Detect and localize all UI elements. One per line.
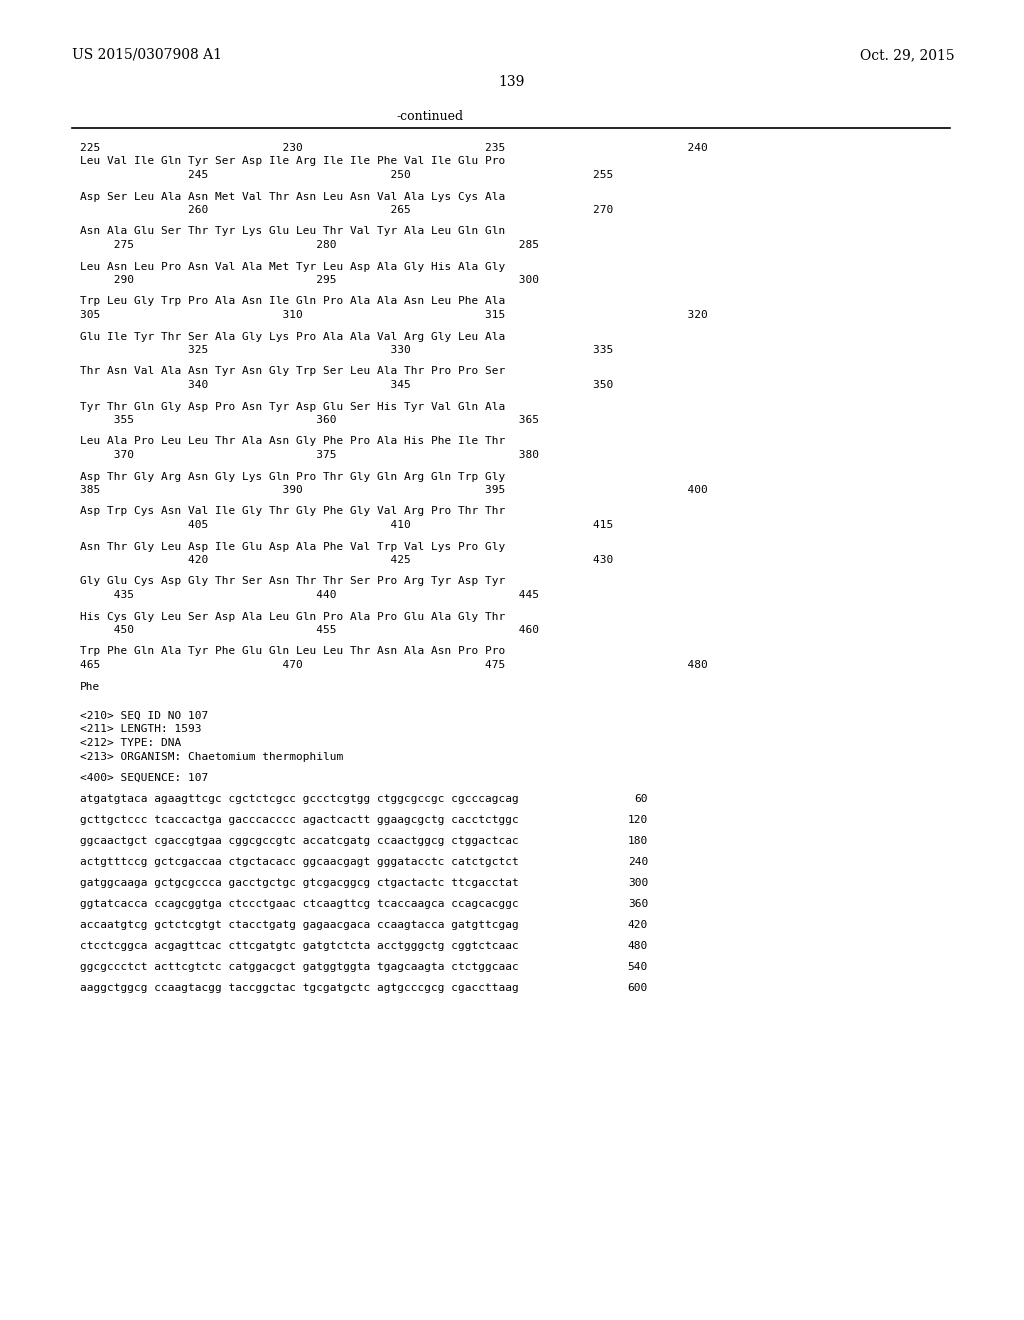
- Text: 360: 360: [628, 899, 648, 909]
- Text: gcttgctccc tcaccactga gacccacccc agactcactt ggaagcgctg cacctctggc: gcttgctccc tcaccactga gacccacccc agactca…: [80, 816, 519, 825]
- Text: <210> SEQ ID NO 107: <210> SEQ ID NO 107: [80, 711, 208, 721]
- Text: 600: 600: [628, 983, 648, 993]
- Text: Trp Leu Gly Trp Pro Ala Asn Ile Gln Pro Ala Ala Asn Leu Phe Ala: Trp Leu Gly Trp Pro Ala Asn Ile Gln Pro …: [80, 297, 505, 306]
- Text: 540: 540: [628, 962, 648, 972]
- Text: 275                           280                           285: 275 280 285: [80, 240, 539, 249]
- Text: 60: 60: [635, 795, 648, 804]
- Text: <212> TYPE: DNA: <212> TYPE: DNA: [80, 738, 181, 748]
- Text: 465                           470                           475                 : 465 470 475: [80, 660, 708, 671]
- Text: ggtatcacca ccagcggtga ctccctgaac ctcaagttcg tcaccaagca ccagcacggc: ggtatcacca ccagcggtga ctccctgaac ctcaagt…: [80, 899, 519, 909]
- Text: 245                           250                           255: 245 250 255: [80, 170, 613, 180]
- Text: 225                           230                           235                 : 225 230 235: [80, 143, 708, 153]
- Text: <211> LENGTH: 1593: <211> LENGTH: 1593: [80, 725, 202, 734]
- Text: Oct. 29, 2015: Oct. 29, 2015: [860, 48, 955, 62]
- Text: 480: 480: [628, 941, 648, 950]
- Text: ggcaactgct cgaccgtgaa cggcgccgtc accatcgatg ccaactggcg ctggactcac: ggcaactgct cgaccgtgaa cggcgccgtc accatcg…: [80, 837, 519, 846]
- Text: Asp Thr Gly Arg Asn Gly Lys Gln Pro Thr Gly Gln Arg Gln Trp Gly: Asp Thr Gly Arg Asn Gly Lys Gln Pro Thr …: [80, 471, 505, 482]
- Text: 420                           425                           430: 420 425 430: [80, 554, 613, 565]
- Text: 385                           390                           395                 : 385 390 395: [80, 484, 708, 495]
- Text: Glu Ile Tyr Thr Ser Ala Gly Lys Pro Ala Ala Val Arg Gly Leu Ala: Glu Ile Tyr Thr Ser Ala Gly Lys Pro Ala …: [80, 331, 505, 342]
- Text: ctcctcggca acgagttcac cttcgatgtc gatgtctcta acctgggctg cggtctcaac: ctcctcggca acgagttcac cttcgatgtc gatgtct…: [80, 941, 519, 950]
- Text: accaatgtcg gctctcgtgt ctacctgatg gagaacgaca ccaagtacca gatgttcgag: accaatgtcg gctctcgtgt ctacctgatg gagaacg…: [80, 920, 519, 931]
- Text: Gly Glu Cys Asp Gly Thr Ser Asn Thr Thr Ser Pro Arg Tyr Asp Tyr: Gly Glu Cys Asp Gly Thr Ser Asn Thr Thr …: [80, 577, 505, 586]
- Text: Asn Ala Glu Ser Thr Tyr Lys Glu Leu Thr Val Tyr Ala Leu Gln Gln: Asn Ala Glu Ser Thr Tyr Lys Glu Leu Thr …: [80, 227, 505, 236]
- Text: atgatgtaca agaagttcgc cgctctcgcc gccctcgtgg ctggcgccgc cgcccagcag: atgatgtaca agaagttcgc cgctctcgcc gccctcg…: [80, 795, 519, 804]
- Text: Tyr Thr Gln Gly Asp Pro Asn Tyr Asp Glu Ser His Tyr Val Gln Ala: Tyr Thr Gln Gly Asp Pro Asn Tyr Asp Glu …: [80, 401, 505, 412]
- Text: gatggcaaga gctgcgccca gacctgctgc gtcgacggcg ctgactactc ttcgacctat: gatggcaaga gctgcgccca gacctgctgc gtcgacg…: [80, 878, 519, 888]
- Text: aaggctggcg ccaagtacgg taccggctac tgcgatgctc agtgcccgcg cgaccttaag: aaggctggcg ccaagtacgg taccggctac tgcgatg…: [80, 983, 519, 993]
- Text: <400> SEQUENCE: 107: <400> SEQUENCE: 107: [80, 774, 208, 783]
- Text: 305                           310                           315                 : 305 310 315: [80, 310, 708, 319]
- Text: His Cys Gly Leu Ser Asp Ala Leu Gln Pro Ala Pro Glu Ala Gly Thr: His Cys Gly Leu Ser Asp Ala Leu Gln Pro …: [80, 611, 505, 622]
- Text: -continued: -continued: [396, 110, 464, 123]
- Text: Asn Thr Gly Leu Asp Ile Glu Asp Ala Phe Val Trp Val Lys Pro Gly: Asn Thr Gly Leu Asp Ile Glu Asp Ala Phe …: [80, 541, 505, 552]
- Text: 260                           265                           270: 260 265 270: [80, 205, 613, 215]
- Text: Leu Ala Pro Leu Leu Thr Ala Asn Gly Phe Pro Ala His Phe Ile Thr: Leu Ala Pro Leu Leu Thr Ala Asn Gly Phe …: [80, 437, 505, 446]
- Text: 340                           345                           350: 340 345 350: [80, 380, 613, 389]
- Text: 405                           410                           415: 405 410 415: [80, 520, 613, 531]
- Text: 450                           455                           460: 450 455 460: [80, 624, 539, 635]
- Text: US 2015/0307908 A1: US 2015/0307908 A1: [72, 48, 222, 62]
- Text: actgtttccg gctcgaccaa ctgctacacc ggcaacgagt gggatacctc catctgctct: actgtttccg gctcgaccaa ctgctacacc ggcaacg…: [80, 857, 519, 867]
- Text: 420: 420: [628, 920, 648, 931]
- Text: Leu Asn Leu Pro Asn Val Ala Met Tyr Leu Asp Ala Gly His Ala Gly: Leu Asn Leu Pro Asn Val Ala Met Tyr Leu …: [80, 261, 505, 272]
- Text: Phe: Phe: [80, 681, 100, 692]
- Text: 240: 240: [628, 857, 648, 867]
- Text: Thr Asn Val Ala Asn Tyr Asn Gly Trp Ser Leu Ala Thr Pro Pro Ser: Thr Asn Val Ala Asn Tyr Asn Gly Trp Ser …: [80, 367, 505, 376]
- Text: 325                           330                           335: 325 330 335: [80, 345, 613, 355]
- Text: <213> ORGANISM: Chaetomium thermophilum: <213> ORGANISM: Chaetomium thermophilum: [80, 751, 343, 762]
- Text: 300: 300: [628, 878, 648, 888]
- Text: Asp Ser Leu Ala Asn Met Val Thr Asn Leu Asn Val Ala Lys Cys Ala: Asp Ser Leu Ala Asn Met Val Thr Asn Leu …: [80, 191, 505, 202]
- Text: Asp Trp Cys Asn Val Ile Gly Thr Gly Phe Gly Val Arg Pro Thr Thr: Asp Trp Cys Asn Val Ile Gly Thr Gly Phe …: [80, 507, 505, 516]
- Text: 139: 139: [499, 75, 525, 88]
- Text: 370                           375                           380: 370 375 380: [80, 450, 539, 459]
- Text: 355                           360                           365: 355 360 365: [80, 414, 539, 425]
- Text: Trp Phe Gln Ala Tyr Phe Glu Gln Leu Leu Thr Asn Ala Asn Pro Pro: Trp Phe Gln Ala Tyr Phe Glu Gln Leu Leu …: [80, 647, 505, 656]
- Text: Leu Val Ile Gln Tyr Ser Asp Ile Arg Ile Ile Phe Val Ile Glu Pro: Leu Val Ile Gln Tyr Ser Asp Ile Arg Ile …: [80, 157, 505, 166]
- Text: 120: 120: [628, 816, 648, 825]
- Text: 290                           295                           300: 290 295 300: [80, 275, 539, 285]
- Text: 435                           440                           445: 435 440 445: [80, 590, 539, 601]
- Text: 180: 180: [628, 837, 648, 846]
- Text: ggcgccctct acttcgtctc catggacgct gatggtggta tgagcaagta ctctggcaac: ggcgccctct acttcgtctc catggacgct gatggtg…: [80, 962, 519, 972]
